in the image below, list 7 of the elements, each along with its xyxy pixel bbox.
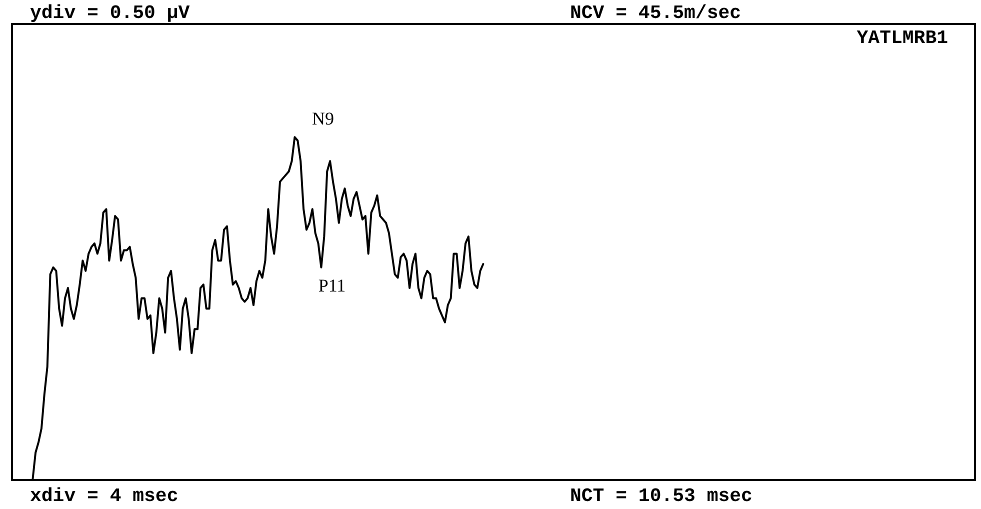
text: xdiv = 4 msec [30,484,178,507]
text: NCV = 45.5m/sec [570,2,742,24]
text: NCT = 10.53 msec [570,484,752,507]
text: YATLMRB1 [856,26,948,49]
text: ydiv = 0.50 µV [30,2,190,24]
text: N9 [312,108,334,129]
annotation: P11 [318,276,346,296]
